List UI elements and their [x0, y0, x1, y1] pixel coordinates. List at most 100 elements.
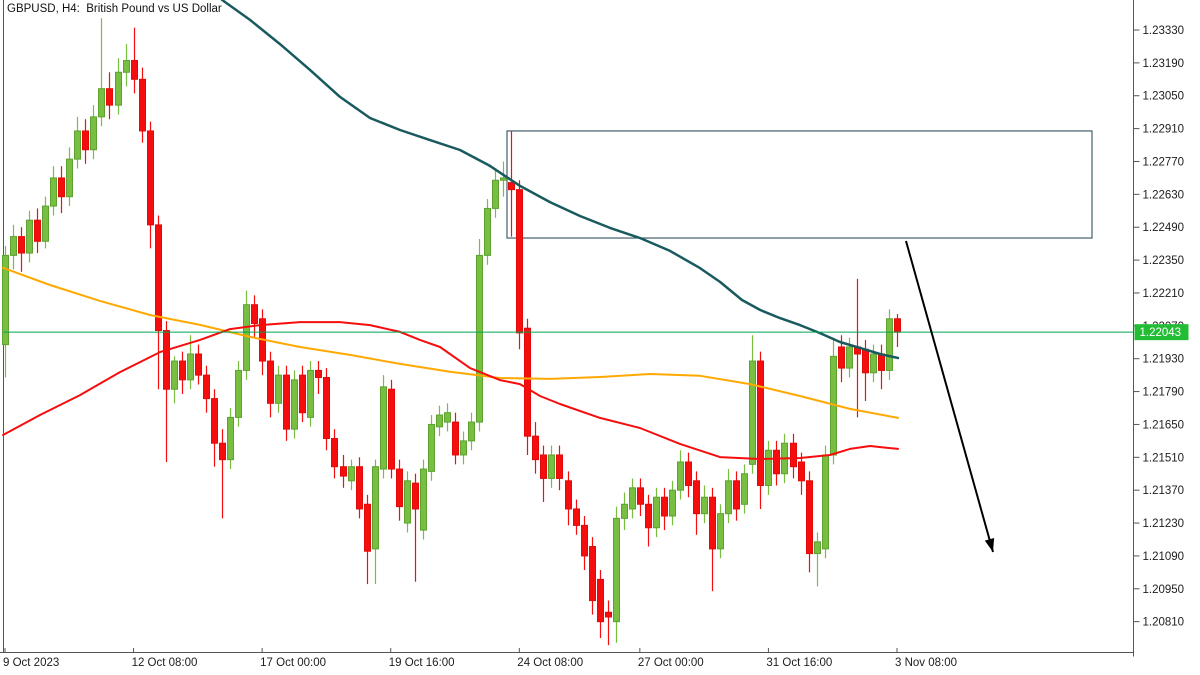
- candle-body: [364, 503, 371, 552]
- time-axis-label: 31 Oct 16:00: [766, 657, 832, 669]
- candle-body: [235, 369, 242, 418]
- candle-body: [299, 374, 306, 414]
- price-axis-label: 1.21790: [1143, 387, 1185, 399]
- candle-body: [10, 236, 17, 256]
- candle-body: [74, 130, 81, 160]
- trend-arrow[interactable]: [905, 240, 994, 553]
- candle-body: [58, 177, 65, 198]
- current-price-badge: [1134, 324, 1189, 341]
- candle-body: [548, 454, 555, 479]
- time-axis-label: 3 Nov 08:00: [895, 657, 957, 669]
- candle-body: [82, 130, 89, 151]
- price-axis-label: 1.22770: [1143, 156, 1185, 168]
- candle-body: [179, 360, 186, 381]
- candle-body: [412, 482, 419, 510]
- candle-body: [468, 421, 475, 442]
- candle-body: [171, 360, 178, 390]
- candle-body: [307, 369, 314, 418]
- candle-body: [356, 466, 363, 510]
- candle-body: [500, 177, 507, 181]
- candle-body: [267, 360, 274, 404]
- candle-body: [348, 466, 355, 482]
- candle-body: [838, 346, 845, 369]
- candle-body: [492, 179, 499, 209]
- price-axis-label: 1.20810: [1143, 617, 1185, 629]
- candle-body: [404, 480, 411, 524]
- candle-body: [798, 461, 805, 482]
- candle-body: [733, 480, 740, 510]
- candle-body: [725, 480, 732, 515]
- candle-body: [862, 348, 869, 374]
- rectangle-annotation[interactable]: [506, 130, 1093, 239]
- candle-body: [26, 219, 33, 254]
- candle-body: [540, 454, 547, 479]
- candle-body: [187, 353, 194, 381]
- candle-body: [717, 513, 724, 550]
- price-axis-label: 1.21090: [1143, 551, 1185, 563]
- candle-body: [589, 546, 596, 602]
- price-axis-label: 1.22350: [1143, 255, 1185, 267]
- candle-body: [123, 60, 130, 73]
- candle-body: [894, 318, 901, 333]
- candle-body: [331, 438, 338, 468]
- candle-body: [846, 346, 853, 369]
- candle-body: [115, 71, 122, 106]
- price-axis-label: 1.22630: [1143, 189, 1185, 201]
- candle-body: [452, 421, 459, 456]
- candle-body: [98, 88, 105, 118]
- candle-body: [18, 236, 25, 254]
- price-axis-label: 1.21230: [1143, 518, 1185, 530]
- candle-body: [597, 578, 604, 623]
- candle-body: [685, 461, 692, 486]
- candle-body: [315, 369, 322, 378]
- candle-body: [195, 353, 202, 376]
- candle-body: [532, 435, 539, 461]
- candle-body: [147, 130, 154, 226]
- candle-body: [621, 503, 628, 519]
- candle-body: [790, 442, 797, 468]
- candle-body: [42, 205, 49, 242]
- candle-body: [340, 466, 347, 477]
- candle-body: [822, 454, 829, 550]
- candle-body: [444, 412, 451, 423]
- time-axis-label: 9 Oct 2023: [3, 657, 59, 669]
- candle-body: [460, 440, 467, 456]
- candle-body: [693, 480, 700, 515]
- candle-body: [765, 449, 772, 486]
- candle-body: [637, 487, 644, 505]
- candle-body: [629, 487, 636, 510]
- candle-body: [139, 78, 146, 132]
- candle-body: [613, 517, 620, 623]
- current-price-badge-label: 1.22043: [1140, 327, 1182, 339]
- time-axis-label: 27 Oct 00:00: [638, 657, 704, 669]
- fast-ma-red-line: [2, 321, 899, 460]
- candle-body: [749, 360, 756, 465]
- candle-body: [653, 496, 660, 529]
- candle-body: [573, 508, 580, 526]
- candle-body: [741, 473, 748, 505]
- candle-body: [131, 60, 138, 80]
- time-axis-label: 24 Oct 08:00: [517, 657, 583, 669]
- candle-body: [436, 414, 443, 428]
- candle-body: [428, 423, 435, 472]
- candle-body: [66, 158, 73, 198]
- candle-body: [806, 480, 813, 555]
- candle-body: [291, 379, 298, 430]
- candle-body: [275, 374, 282, 404]
- slow-ma-teal-line: [220, 0, 900, 360]
- candle-body: [814, 541, 821, 555]
- candle-body: [155, 224, 162, 332]
- candle-body: [709, 496, 716, 550]
- price-axis-label: 1.21370: [1143, 485, 1185, 497]
- candle-body: [581, 524, 588, 557]
- price-axis-label: 1.21510: [1143, 452, 1185, 464]
- price-axis-label: 1.21650: [1143, 419, 1185, 431]
- candle-body: [757, 360, 764, 486]
- time-axis-label: 12 Oct 08:00: [132, 657, 198, 669]
- price-axis-label: 1.22210: [1143, 288, 1185, 300]
- candle-body: [516, 189, 523, 334]
- candle-body: [388, 388, 395, 470]
- candle-body: [50, 177, 57, 207]
- candle-body: [90, 116, 97, 151]
